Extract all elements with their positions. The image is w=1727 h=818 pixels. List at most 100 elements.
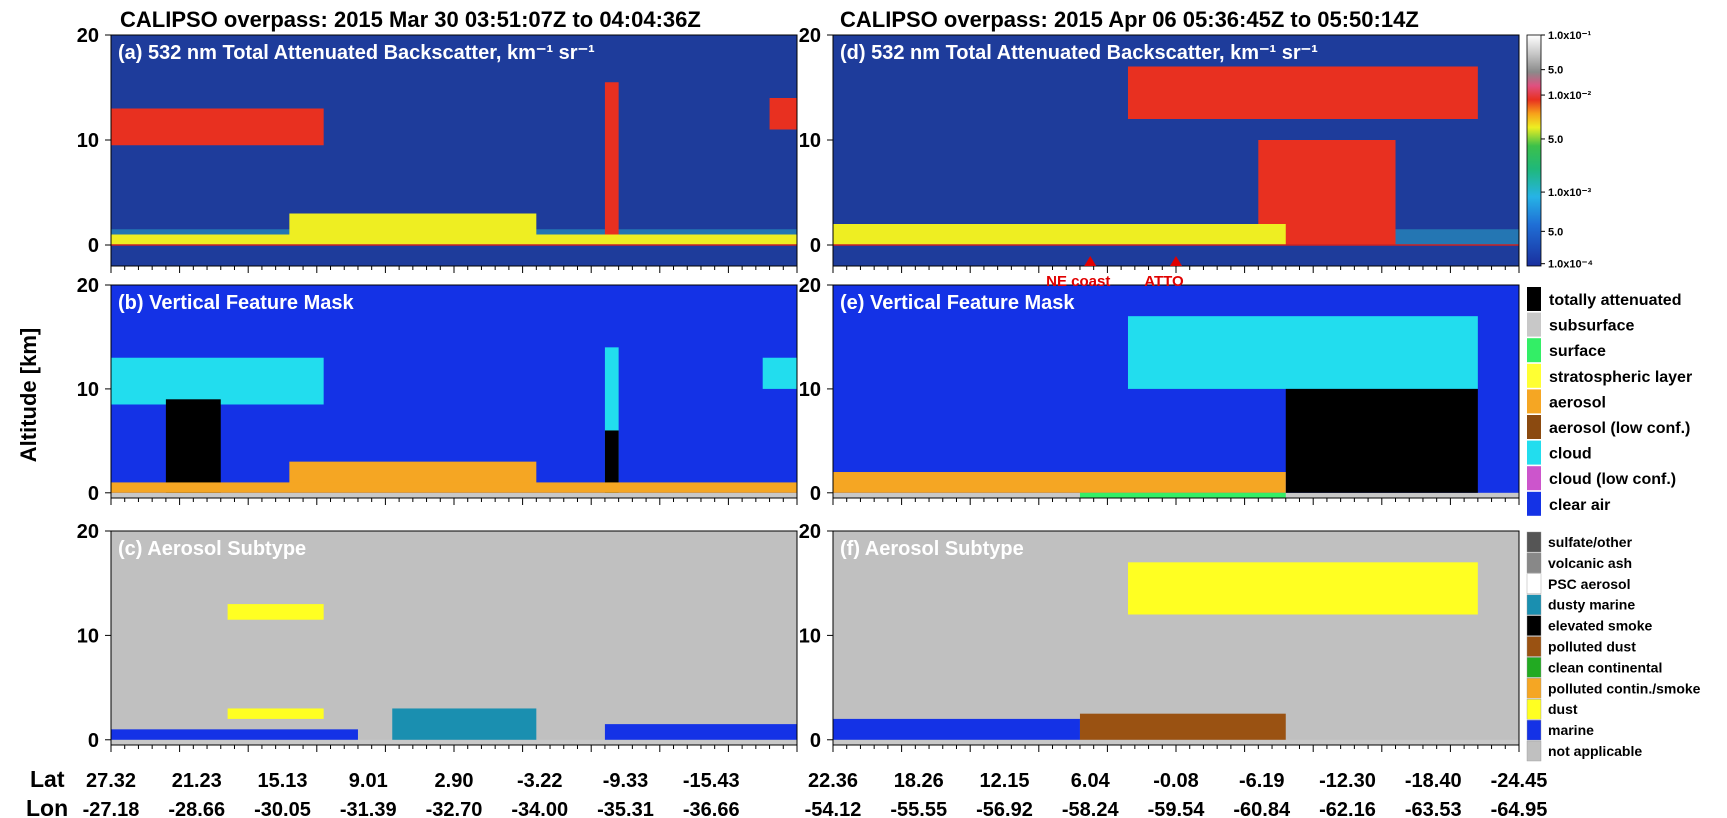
panel-f-title: (f) Aerosol Subtype	[840, 538, 1024, 560]
lon-tick-a-5: -34.00	[511, 799, 568, 818]
colorbar-label-5: 5.0	[1548, 226, 1563, 238]
lon-tick-a-4: -32.70	[426, 799, 483, 818]
panel-d-ytick-label-10: 10	[799, 130, 821, 152]
lon-tick-d-5: -60.84	[1233, 799, 1291, 818]
aerosol-legend-label-9: marine	[1548, 722, 1594, 738]
panel-b-feature-4	[762, 357, 797, 389]
panel-f-ytick-label-10: 10	[799, 625, 821, 647]
panel-c-feature-3	[227, 604, 324, 620]
lon-tick-d-6: -62.16	[1319, 799, 1376, 818]
lat-tick-a-2: 15.13	[257, 770, 307, 792]
colorbar-label-2: 1.0x10⁻²	[1548, 90, 1591, 102]
aerosol-legend-label-6: clean continental	[1548, 659, 1662, 675]
panel-c-title: (c) Aerosol Subtype	[118, 538, 306, 560]
vfm-legend-label-1: subsurface	[1549, 318, 1634, 335]
aerosol-legend-label-1: volcanic ash	[1548, 555, 1632, 571]
lat-tick-d-4: -0.08	[1153, 770, 1199, 792]
panel-e-feature-1	[1285, 388, 1478, 493]
aerosol-subtype-legend: sulfate/other volcanic ash PSC aerosol dust…	[1526, 531, 1701, 762]
aerosol-legend-swatch-0	[1526, 531, 1542, 553]
panel-d-title: (d) 532 nm Total Attenuated Backscatter,…	[840, 42, 1318, 64]
aerosol-legend-label-3: dusty marine	[1548, 597, 1635, 613]
aerosol-legend-label-0: sulfate/other	[1548, 534, 1633, 550]
vfm-legend-swatch-8	[1527, 491, 1541, 516]
panel-e-ytick-label-10: 10	[799, 379, 821, 401]
panel-a-feature-2	[769, 98, 797, 130]
vfm-legend-swatch-5	[1527, 415, 1541, 439]
lat-tick-a-1: 21.23	[172, 770, 222, 792]
lat-tick-a-6: -9.33	[603, 770, 649, 792]
lat-tick-d-8: -24.45	[1491, 770, 1548, 792]
panel-f-ytick-label-0: 0	[810, 730, 821, 752]
panel-c-feature-0	[111, 729, 358, 740]
panel-c-feature-4	[227, 708, 324, 719]
vfm-legend-label-3: stratospheric layer	[1549, 369, 1692, 386]
lon-tick-d-7: -63.53	[1405, 799, 1462, 818]
panel-b-feature-6	[111, 482, 797, 493]
vfm-legend-swatch-3	[1527, 363, 1541, 388]
colorbar-label-3: 5.0	[1548, 134, 1563, 146]
lat-tick-d-6: -12.30	[1319, 770, 1376, 792]
panel-a-title: (a) 532 nm Total Attenuated Backscatter,…	[118, 42, 595, 64]
lat-tick-a-0: 27.32	[86, 770, 136, 792]
panel-e-feature-0	[1127, 316, 1478, 389]
annotation-label-0: NE coast	[1046, 273, 1110, 290]
panel-b-ytick-label-10: 10	[77, 379, 99, 401]
vfm-legend-label-5: aerosol (low conf.)	[1549, 420, 1690, 437]
panel-a-feature-4	[111, 234, 797, 245]
lon-tick-d-8: -64.95	[1491, 799, 1548, 818]
panel-e-ytick-label-20: 20	[799, 275, 821, 297]
panel-c-subsurface	[111, 739, 797, 745]
panel-e-feature-3	[1079, 492, 1286, 498]
panel-e-feature-2	[833, 472, 1286, 493]
panel-b-feature-3	[604, 430, 619, 493]
panel-f: (f) Aerosol Subtype 0 10 20	[799, 521, 1520, 752]
lon-tick-a-6: -35.31	[597, 799, 654, 818]
panel-d-ytick-label-0: 0	[810, 235, 821, 257]
annotation-label-1: ATTO	[1144, 273, 1184, 290]
panel-f-ytick-label-20: 20	[799, 521, 821, 543]
aerosol-legend-swatch-8	[1526, 699, 1542, 720]
annotation-marker-1	[1170, 256, 1182, 266]
aerosol-legend-label-7: polluted contin./smoke	[1548, 680, 1701, 696]
colorbar-bar	[1526, 34, 1542, 267]
panel-f-subsurface	[833, 739, 1519, 745]
lat-tick-d-0: 22.36	[808, 770, 858, 792]
vfm-legend-label-6: cloud	[1549, 446, 1592, 463]
vfm-legend: totally attenuated subsurface surface strat…	[1527, 287, 1692, 516]
lat-label: Lat	[30, 766, 65, 792]
annotation-marker-0	[1084, 256, 1097, 266]
y-axis-label: Altitude [km]	[16, 328, 41, 462]
vfm-legend-label-8: clear air	[1549, 497, 1610, 514]
panel-f-feature-2	[1127, 562, 1478, 615]
panel-a-ytick-label-0: 0	[88, 235, 99, 257]
vfm-legend-swatch-1	[1527, 312, 1541, 337]
vfm-legend-swatch-0	[1527, 287, 1541, 311]
panel-d-feature-0	[1127, 66, 1478, 119]
panel-d-feature-2	[833, 224, 1286, 245]
panel-e-title: (e) Vertical Feature Mask	[840, 292, 1075, 314]
lat-tick-a-3: 9.01	[349, 770, 388, 792]
aerosol-legend-swatch-2	[1526, 573, 1542, 594]
aerosol-legend-swatch-10	[1526, 740, 1542, 762]
panel-d-ytick-label-20: 20	[799, 25, 821, 47]
vfm-legend-label-7: cloud (low conf.)	[1549, 471, 1676, 488]
panel-c-feature-2	[604, 724, 797, 740]
lon-tick-a-7: -36.66	[683, 799, 740, 818]
lat-tick-a-7: -15.43	[683, 770, 740, 792]
vfm-legend-swatch-2	[1527, 338, 1541, 363]
panel-d: (d) 532 nm Total Attenuated Backscatter,…	[799, 25, 1520, 273]
colorbar-label-4: 1.0x10⁻³	[1548, 187, 1591, 199]
title-right: CALIPSO overpass: 2015 Apr 06 05:36:45Z …	[840, 7, 1419, 32]
lon-tick-a-2: -30.05	[254, 799, 311, 818]
vfm-legend-label-4: aerosol	[1549, 394, 1606, 411]
title-left: CALIPSO overpass: 2015 Mar 30 03:51:07Z …	[120, 7, 701, 32]
lon-tick-a-3: -31.39	[340, 799, 397, 818]
panel-b-title: (b) Vertical Feature Mask	[118, 292, 355, 314]
aerosol-legend-label-5: polluted dust	[1548, 639, 1636, 655]
lon-tick-a-1: -28.66	[168, 799, 225, 818]
lat-tick-d-7: -18.40	[1405, 770, 1462, 792]
panel-c-ytick-label-0: 0	[88, 730, 99, 752]
vfm-legend-swatch-4	[1527, 389, 1541, 414]
